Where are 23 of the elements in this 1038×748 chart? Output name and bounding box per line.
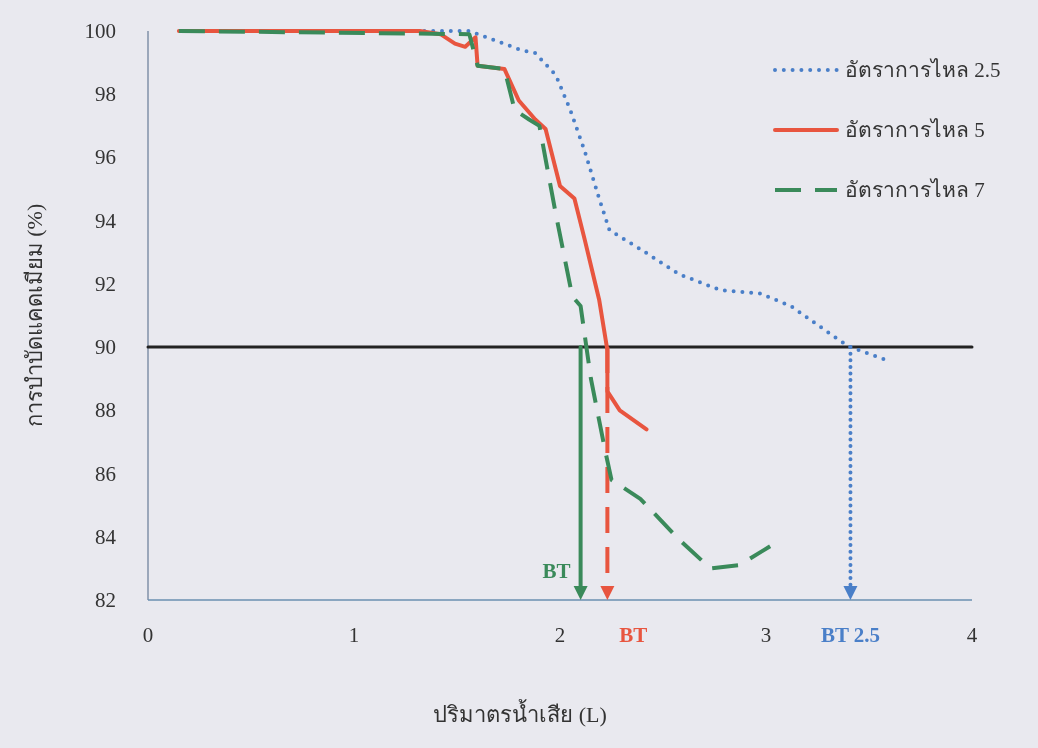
- legend-label: อัตราการไหล 5: [845, 118, 985, 142]
- x-tick-label: 1: [348, 623, 360, 647]
- ref-line-label: BT 2.5: [820, 623, 881, 647]
- y-tick-label: 90: [95, 335, 116, 360]
- y-tick-label: 88: [95, 398, 116, 423]
- x-axis-title: ปริมาตรน้ำเสีย (L): [433, 699, 607, 727]
- y-tick-label: 82: [95, 588, 116, 612]
- y-tick-label: 96: [95, 145, 116, 170]
- ref-line-label: BT: [619, 623, 648, 647]
- y-tick-label: 98: [95, 82, 116, 107]
- legend-label: อัตราการไหล 2.5: [845, 58, 1001, 82]
- ref-line-label: BT: [542, 559, 571, 583]
- y-tick-label: 92: [95, 271, 116, 296]
- legend-label: อัตราการไหล 7: [845, 178, 985, 202]
- y-tick-label: 86: [95, 461, 116, 486]
- y-axis-title: การบำบัดแคดเมียม (%): [22, 203, 47, 428]
- x-tick-label: 3: [760, 623, 772, 647]
- y-tick-label: 100: [84, 19, 116, 43]
- y-tick-label: 94: [95, 208, 117, 233]
- x-tick-label: 2: [554, 623, 566, 647]
- x-tick-label: 0: [142, 623, 154, 647]
- y-tick-label: 84: [95, 524, 117, 549]
- x-tick-label: 4: [966, 623, 978, 647]
